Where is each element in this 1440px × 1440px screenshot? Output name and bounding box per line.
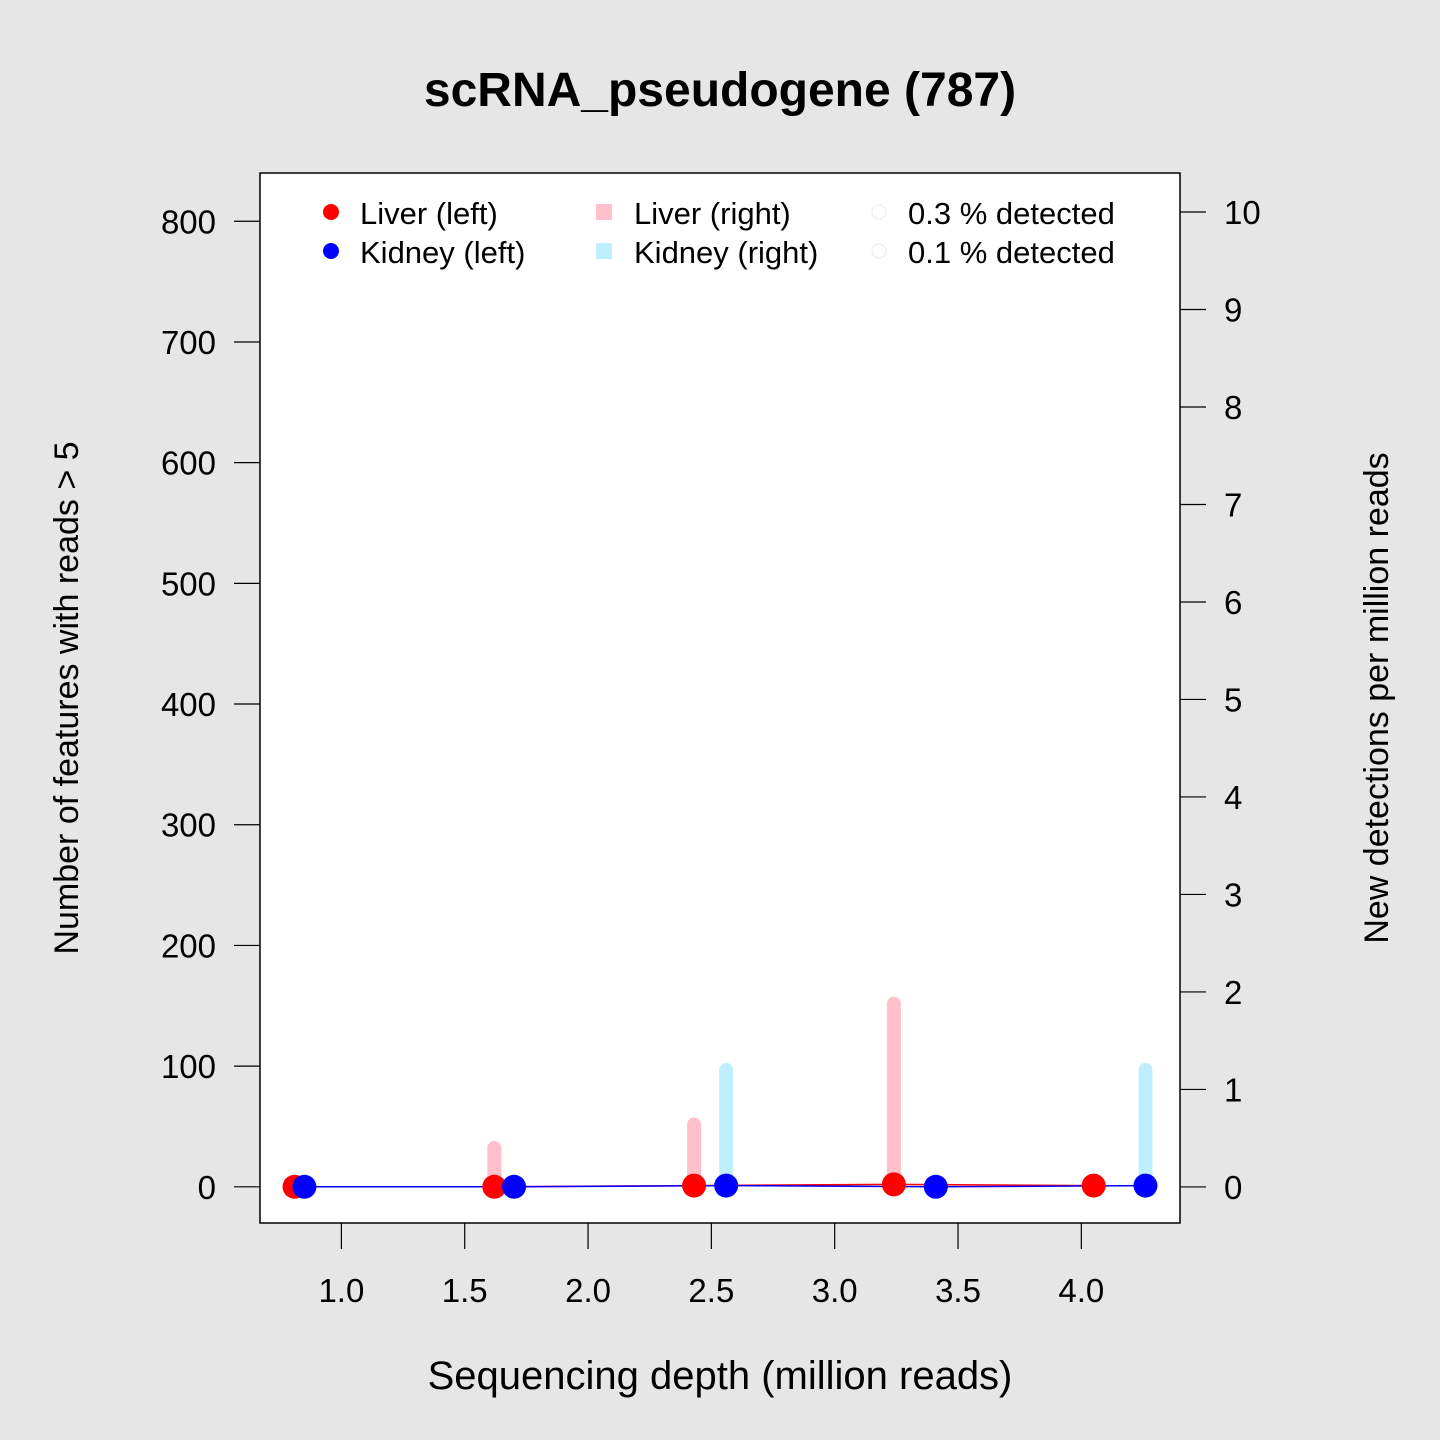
y2-tick-label: 10 (1224, 194, 1261, 231)
liver-left-point (1081, 1173, 1106, 1198)
plot-frame (259, 172, 1181, 1224)
x-tick-label: 3.5 (935, 1272, 981, 1309)
kidney-left-point (923, 1174, 948, 1199)
legend-pct-01-marker (871, 243, 887, 259)
legend-pct-03-marker (871, 204, 887, 220)
liver-left-point (881, 1172, 906, 1197)
y2-tick-label: 1 (1224, 1071, 1242, 1108)
liver-left-point (482, 1174, 507, 1199)
legend-liver-left-marker (323, 204, 339, 220)
x-tick-label: 1.0 (318, 1272, 364, 1309)
y2-tick-label: 9 (1224, 291, 1242, 328)
y2-tick-label: 3 (1224, 876, 1242, 913)
x-tick-label: 3.0 (812, 1272, 858, 1309)
kidney-left-point (502, 1174, 527, 1199)
y-tick-label: 600 (161, 445, 216, 482)
legend-liver-left: Liver (left) (360, 196, 498, 231)
legend-kidney-left-marker (323, 243, 339, 259)
kidney-left-point (292, 1174, 317, 1199)
y2-axis-label: New detections per million reads (1358, 452, 1396, 943)
x-tick-label: 2.5 (688, 1272, 734, 1309)
y-axis-left: 0 100 200 300 400 500 600 700 800 (161, 203, 260, 1206)
y2-tick-label: 4 (1224, 779, 1242, 816)
legend-kidney-left: Kidney (left) (360, 235, 525, 270)
y-axis-right: 0 1 2 3 4 5 6 7 8 9 10 (1180, 194, 1261, 1206)
y2-tick-label: 6 (1224, 584, 1242, 621)
y-axis-label: Number of features with reads > 5 (48, 441, 86, 954)
x-axis: 1.0 1.5 2.0 2.5 3.0 3.5 4.0 (318, 1223, 1104, 1309)
y-tick-label: 100 (161, 1048, 216, 1085)
legend-pct-03: 0.3 % detected (908, 196, 1115, 231)
y-tick-label: 300 (161, 807, 216, 844)
legend: Liver (left) Kidney (left) Liver (right)… (323, 196, 1115, 270)
y-tick-label: 0 (198, 1169, 216, 1206)
legend-pct-01: 0.1 % detected (908, 235, 1115, 270)
chart-title: scRNA_pseudogene (787) (424, 64, 1016, 117)
x-tick-label: 1.5 (442, 1272, 488, 1309)
x-tick-label: 2.0 (565, 1272, 611, 1309)
y-tick-label: 500 (161, 565, 216, 602)
y2-tick-label: 7 (1224, 486, 1242, 523)
liver-left-point (682, 1173, 707, 1198)
y2-tick-label: 8 (1224, 389, 1242, 426)
legend-liver-right-marker (596, 204, 612, 220)
y-tick-label: 400 (161, 686, 216, 723)
legend-liver-right: Liver (right) (634, 196, 791, 231)
x-tick-label: 4.0 (1058, 1272, 1104, 1309)
plot-area (260, 173, 1180, 1223)
series-points (282, 1172, 1158, 1199)
y-tick-label: 200 (161, 927, 216, 964)
legend-kidney-right: Kidney (right) (634, 235, 818, 270)
y-tick-label: 800 (161, 203, 216, 240)
y2-tick-label: 0 (1224, 1169, 1242, 1206)
y-tick-label: 700 (161, 324, 216, 361)
y2-tick-label: 2 (1224, 974, 1242, 1011)
y2-tick-label: 5 (1224, 681, 1242, 718)
x-axis-label: Sequencing depth (million reads) (428, 1354, 1013, 1398)
legend-kidney-right-marker (596, 243, 612, 259)
kidney-left-point (714, 1173, 739, 1198)
kidney-left-point (1133, 1173, 1158, 1198)
